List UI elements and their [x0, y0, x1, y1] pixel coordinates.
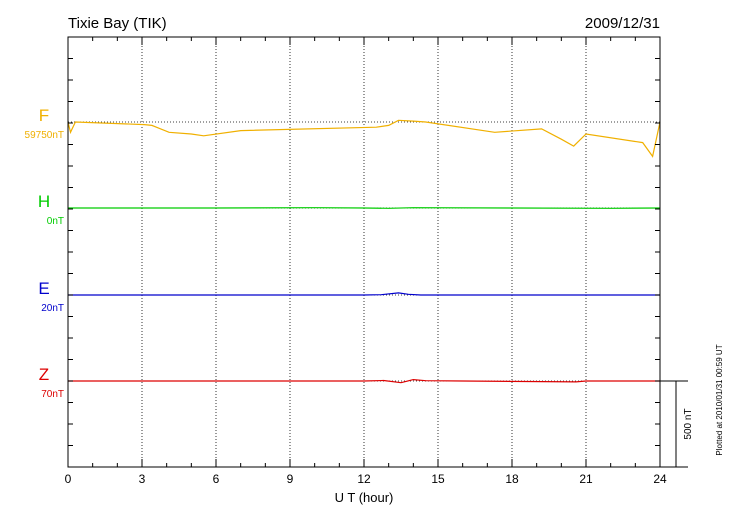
x-tick-label: 21 — [579, 472, 593, 486]
series-h-line — [68, 207, 661, 209]
series-name-f: F — [39, 106, 49, 125]
baseline-label-f: 59750nT — [25, 130, 64, 141]
x-tick-label: 6 — [213, 472, 220, 486]
baseline-label-h: 0nT — [47, 216, 64, 227]
scale-bar: 500 nT — [660, 380, 694, 468]
x-axis-label: U T (hour) — [335, 490, 394, 505]
series-z-line — [68, 378, 660, 384]
x-tick-label: 24 — [653, 472, 667, 486]
series-traces — [67, 119, 661, 384]
plot-frame — [67, 36, 661, 468]
x-tick-label: 9 — [287, 472, 294, 486]
series-name-e: E — [38, 279, 49, 298]
grid — [141, 37, 587, 467]
x-tick-label: 0 — [65, 472, 72, 486]
series-name-z: Z — [39, 365, 49, 384]
series-e-line — [68, 292, 660, 296]
series-labels: F 59750nT H 0nT E 20nT Z 70nT — [25, 106, 64, 400]
series-f-line — [67, 119, 661, 158]
chart-date: 2009/12/31 — [585, 15, 660, 32]
baseline-label-e: 20nT — [41, 303, 64, 314]
x-tick-label: 12 — [357, 472, 371, 486]
x-tick-label: 15 — [431, 472, 445, 486]
series-name-h: H — [38, 192, 50, 211]
scale-bar-label: 500 nT — [683, 408, 694, 439]
x-tick-label: 18 — [505, 472, 519, 486]
axis-ticks: 0 3 6 9 12 15 18 21 24 — [65, 37, 667, 486]
plotted-note: Plotted at 2010/01/31 00:59 UT — [715, 344, 724, 455]
chart-title: Tixie Bay (TIK) — [68, 15, 167, 32]
x-tick-label: 3 — [139, 472, 146, 486]
baseline-label-z: 70nT — [41, 389, 64, 400]
